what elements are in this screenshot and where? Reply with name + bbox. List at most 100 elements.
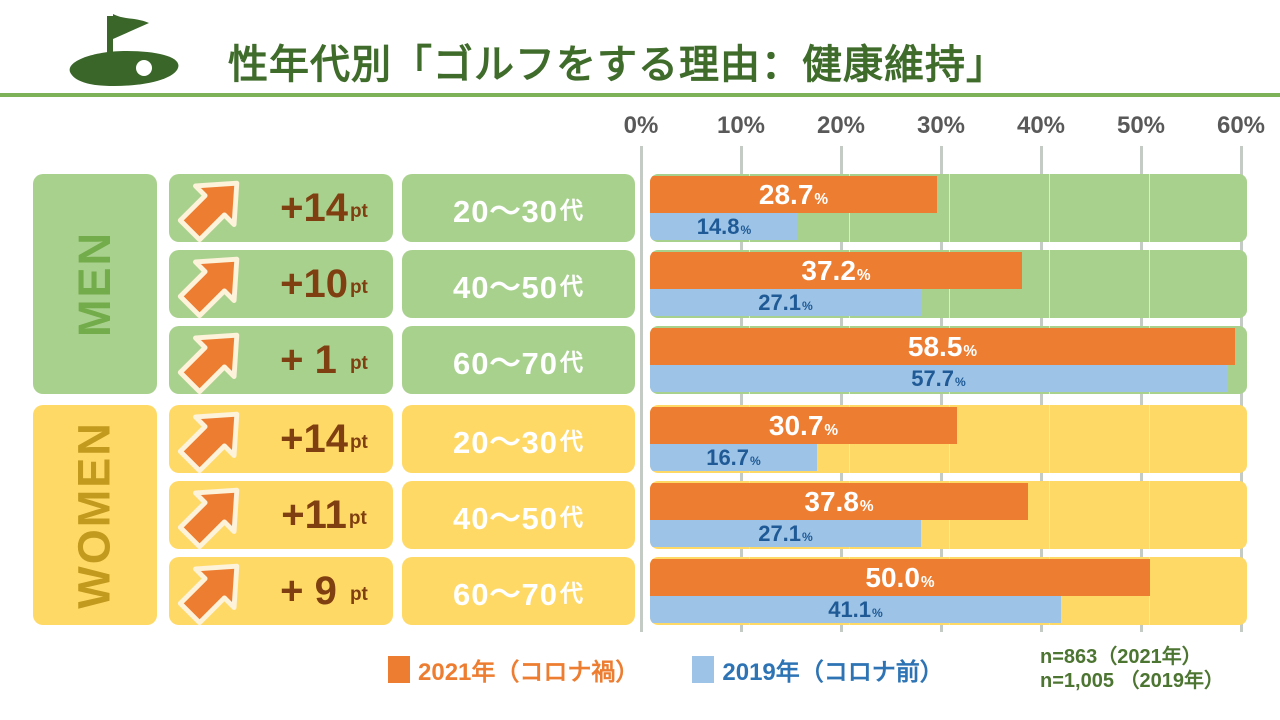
age-suffix: 代 bbox=[559, 349, 584, 375]
chart-row: +14 pt 20〜30 代 30.7% 16.7% bbox=[169, 405, 1247, 474]
age-label-panel: 60〜70 代 bbox=[402, 326, 635, 394]
delta-panel: +10 pt bbox=[169, 250, 393, 319]
age-range: 20〜30 bbox=[453, 193, 558, 229]
up-right-arrow-icon bbox=[169, 557, 255, 626]
legend: 2021年（コロナ禍） 2019年（コロナ前） bbox=[388, 652, 944, 687]
delta-unit: pt bbox=[349, 276, 368, 298]
chart-body: MEN +14 pt 20〜30 代 28.7% 14.8% +10 pt 40〜50 代 37.2%… bbox=[33, 174, 1247, 636]
bar-track: 58.5% 57.7% bbox=[650, 326, 1247, 394]
chart-row: +14 pt 20〜30 代 28.7% 14.8% bbox=[169, 174, 1247, 243]
delta-value: +14 pt bbox=[280, 185, 368, 230]
bar-value-2021: 58.5% bbox=[907, 330, 978, 362]
delta-unit: pt bbox=[349, 352, 368, 374]
bar-value-2019: 27.1% bbox=[758, 289, 813, 315]
age-suffix: 代 bbox=[559, 428, 584, 454]
tick-line bbox=[640, 146, 643, 632]
chart-row: +11 pt 40〜50 代 37.8% 27.1% bbox=[169, 481, 1247, 550]
bar-2021: 37.8% bbox=[650, 483, 1028, 520]
up-right-arrow-icon bbox=[169, 326, 255, 395]
bar-value-2019: 27.1% bbox=[758, 520, 813, 546]
delta-value: +14 pt bbox=[280, 416, 368, 461]
bar-2019: 41.1% bbox=[650, 596, 1061, 623]
age-label-panel: 20〜30 代 bbox=[402, 405, 635, 473]
age-suffix: 代 bbox=[559, 273, 584, 299]
age-label-panel: 40〜50 代 bbox=[402, 481, 635, 549]
delta-panel: +14 pt bbox=[169, 174, 393, 243]
bar-value-2019: 14.8% bbox=[696, 213, 752, 239]
bar-2021: 37.2% bbox=[650, 252, 1022, 289]
age-suffix: 代 bbox=[559, 504, 584, 530]
age-label-panel: 40〜50 代 bbox=[402, 250, 635, 318]
age-range: 40〜50 bbox=[453, 500, 558, 536]
bar-value-2019: 57.7% bbox=[911, 365, 966, 391]
delta-panel: + 1 pt bbox=[169, 326, 393, 395]
delta-panel: + 9 pt bbox=[169, 557, 393, 626]
delta-unit: pt bbox=[349, 431, 368, 453]
bar-value-2021: 28.7% bbox=[758, 178, 829, 210]
bar-2021: 50.0% bbox=[650, 559, 1150, 596]
page-title: 性年代別「ゴルフをする理由：健康維持」 bbox=[228, 43, 1007, 87]
up-right-arrow-icon bbox=[169, 250, 255, 319]
delta-panel: +14 pt bbox=[169, 405, 393, 474]
sample-size-2019: n=1,005 （2019年） bbox=[1040, 670, 1224, 692]
bar-2019: 57.7% bbox=[650, 365, 1227, 392]
axis-tick-label: 60% bbox=[1216, 112, 1266, 139]
gender-panel: WOMEN bbox=[33, 405, 157, 625]
delta-panel: +11 pt bbox=[169, 481, 393, 550]
axis-tick-label: 50% bbox=[1116, 112, 1166, 139]
sample-size-2021: n=863（2021年） bbox=[1040, 646, 1202, 668]
section-men: MEN +14 pt 20〜30 代 28.7% 14.8% +10 pt 40〜50 代 37.2%… bbox=[33, 174, 1247, 395]
bar-track: 30.7% 16.7% bbox=[650, 405, 1247, 473]
bar-value-2021: 37.2% bbox=[801, 254, 871, 286]
age-range: 60〜70 bbox=[453, 345, 558, 381]
sample-size-note: n=863（2021年） n=1,005 （2019年） bbox=[1040, 645, 1224, 693]
bar-2019: 16.7% bbox=[650, 444, 817, 471]
age-range: 40〜50 bbox=[453, 269, 558, 305]
chart-row: + 1 pt 60〜70 代 58.5% 57.7% bbox=[169, 326, 1247, 395]
axis-tick-label: 10% bbox=[716, 112, 766, 139]
bar-2021: 30.7% bbox=[650, 407, 957, 444]
delta-unit: pt bbox=[349, 200, 368, 222]
delta-unit: pt bbox=[349, 583, 368, 605]
bar-2019: 27.1% bbox=[650, 289, 921, 316]
up-right-arrow-icon bbox=[169, 405, 255, 474]
bar-2021: 28.7% bbox=[650, 176, 937, 213]
bar-2019: 14.8% bbox=[650, 213, 798, 240]
age-range: 20〜30 bbox=[453, 424, 558, 460]
legend-label-2021: 2021年（コロナ禍） bbox=[418, 659, 640, 686]
bar-track: 37.2% 27.1% bbox=[650, 250, 1247, 318]
age-label-panel: 20〜30 代 bbox=[402, 174, 635, 242]
gender-label: WOMEN bbox=[69, 421, 121, 609]
bar-value-2021: 50.0% bbox=[865, 561, 935, 593]
bar-value-2021: 30.7% bbox=[768, 409, 839, 441]
delta-value: + 1 pt bbox=[280, 337, 368, 382]
title-underline bbox=[0, 93, 1280, 97]
bar-value-2019: 41.1% bbox=[828, 596, 883, 622]
up-right-arrow-icon bbox=[169, 174, 255, 243]
age-label-panel: 60〜70 代 bbox=[402, 557, 635, 625]
axis-tick-label: 0% bbox=[623, 112, 659, 139]
legend-swatch-2021 bbox=[388, 656, 410, 683]
up-right-arrow-icon bbox=[169, 481, 255, 550]
chart-row: + 9 pt 60〜70 代 50.0% 41.1% bbox=[169, 557, 1247, 626]
legend-label-2019: 2019年（コロナ前） bbox=[722, 659, 944, 686]
golf-flag-icon bbox=[69, 14, 179, 86]
age-suffix: 代 bbox=[559, 580, 584, 606]
gender-label: MEN bbox=[69, 231, 120, 337]
bar-track: 50.0% 41.1% bbox=[650, 557, 1247, 625]
bar-value-2021: 37.8% bbox=[804, 485, 874, 517]
age-range: 60〜70 bbox=[453, 576, 558, 612]
chart-row: +10 pt 40〜50 代 37.2% 27.1% bbox=[169, 250, 1247, 319]
delta-unit: pt bbox=[348, 507, 367, 529]
axis-tick-label: 30% bbox=[916, 112, 966, 139]
age-suffix: 代 bbox=[559, 197, 584, 223]
gender-panel: MEN bbox=[33, 174, 157, 394]
bar-value-2019: 16.7% bbox=[706, 444, 761, 470]
delta-value: + 9 pt bbox=[280, 568, 368, 613]
delta-value: +10 pt bbox=[280, 261, 368, 306]
section-women: WOMEN +14 pt 20〜30 代 30.7% 16.7% +11 pt 40〜50 代 37.… bbox=[33, 405, 1247, 626]
legend-swatch-2019 bbox=[692, 656, 715, 683]
axis-tick-label: 20% bbox=[816, 112, 866, 139]
bar-2019: 27.1% bbox=[650, 520, 921, 547]
